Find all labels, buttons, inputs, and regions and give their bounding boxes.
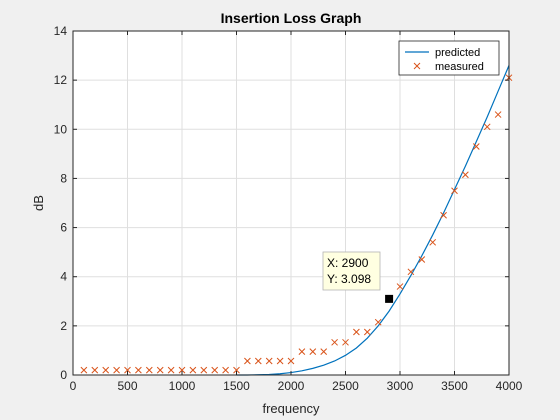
- data-point-measured: [462, 171, 469, 179]
- data-point-measured: [363, 328, 371, 336]
- y-axis-label: dB: [31, 195, 46, 211]
- x-tick-label: 1500: [223, 379, 250, 393]
- x-tick-label: 3500: [441, 379, 468, 393]
- data-point-measured: [494, 111, 502, 118]
- data-point-measured: [407, 268, 415, 276]
- datatip-marker[interactable]: [385, 294, 394, 303]
- datatip-y-text: Y: 3.098: [327, 272, 371, 286]
- data-point-measured: [156, 366, 164, 374]
- data-point-measured: [298, 348, 306, 356]
- data-point-measured: [342, 338, 349, 346]
- y-tick-label: 10: [54, 122, 68, 136]
- data-point-measured: [113, 366, 120, 374]
- series-line-predicted: [236, 65, 510, 376]
- x-tick-label: 3000: [387, 379, 414, 393]
- data-point-measured: [440, 211, 447, 219]
- data-point-measured: [135, 366, 142, 374]
- data-point-measured: [222, 366, 229, 374]
- data-point-measured: [167, 366, 175, 374]
- data-point-measured: [102, 366, 110, 374]
- data-point-measured: [145, 366, 153, 374]
- data-point-measured: [265, 357, 273, 365]
- data-point-measured: [233, 366, 240, 374]
- legend[interactable]: predicted measured: [398, 40, 500, 76]
- legend-box: [398, 40, 500, 76]
- data-point-measured: [396, 283, 404, 290]
- datatip-box: [322, 251, 381, 291]
- axis-ticks: 0 500 1000 1500 2000 2500 3000 3500 4000 0 2 4 6 8 10 1…: [54, 24, 523, 393]
- data-point-measured: [80, 366, 88, 374]
- y-tick-label: 12: [54, 73, 68, 87]
- x-tick-label: 2500: [332, 379, 359, 393]
- datatip-x-text: X: 2900: [327, 256, 369, 270]
- data-point-measured: [91, 366, 99, 374]
- legend-label-measured: measured: [435, 61, 484, 73]
- y-tick-label: 2: [60, 319, 67, 333]
- data-point-measured: [320, 348, 328, 356]
- data-point-measured: [353, 328, 360, 336]
- data-point-measured: [331, 338, 338, 346]
- legend-measured-marker-sample: [413, 62, 421, 70]
- x-tick-label: 2000: [278, 379, 305, 393]
- x-tick-label: 4000: [496, 379, 523, 393]
- y-tick-label: 0: [60, 368, 67, 382]
- data-point-measured: [124, 366, 131, 374]
- y-tick-label: 4: [60, 270, 67, 284]
- data-point-measured: [287, 357, 295, 365]
- data-point-measured: [374, 318, 382, 326]
- x-tick-label: 500: [117, 379, 137, 393]
- data-point-measured: [418, 256, 426, 263]
- legend-marker-x: [413, 62, 421, 70]
- legend-label-predicted: predicted: [435, 47, 480, 59]
- data-point-measured: [254, 357, 262, 365]
- data-point-measured: [429, 238, 437, 246]
- y-tick-label: 6: [60, 221, 67, 235]
- x-axis-label: frequency: [262, 401, 320, 416]
- x-tick-label: 1000: [169, 379, 196, 393]
- data-point-measured: [200, 366, 208, 374]
- datatip[interactable]: X: 2900 Y: 3.098: [322, 251, 394, 303]
- data-point-measured: [189, 366, 197, 374]
- y-tick-label: 14: [54, 24, 68, 38]
- x-tick-label: 0: [70, 379, 77, 393]
- data-point-measured: [244, 357, 251, 365]
- chart-title: Insertion Loss Graph: [221, 10, 362, 26]
- data-point-measured: [451, 187, 458, 195]
- data-point-measured: [276, 357, 284, 365]
- data-point-measured: [211, 366, 219, 374]
- y-tick-label: 8: [60, 171, 67, 185]
- data-point-measured: [483, 123, 491, 131]
- data-point-measured: [309, 348, 317, 356]
- data-point-measured: [472, 143, 480, 150]
- data-point-measured: [178, 366, 186, 374]
